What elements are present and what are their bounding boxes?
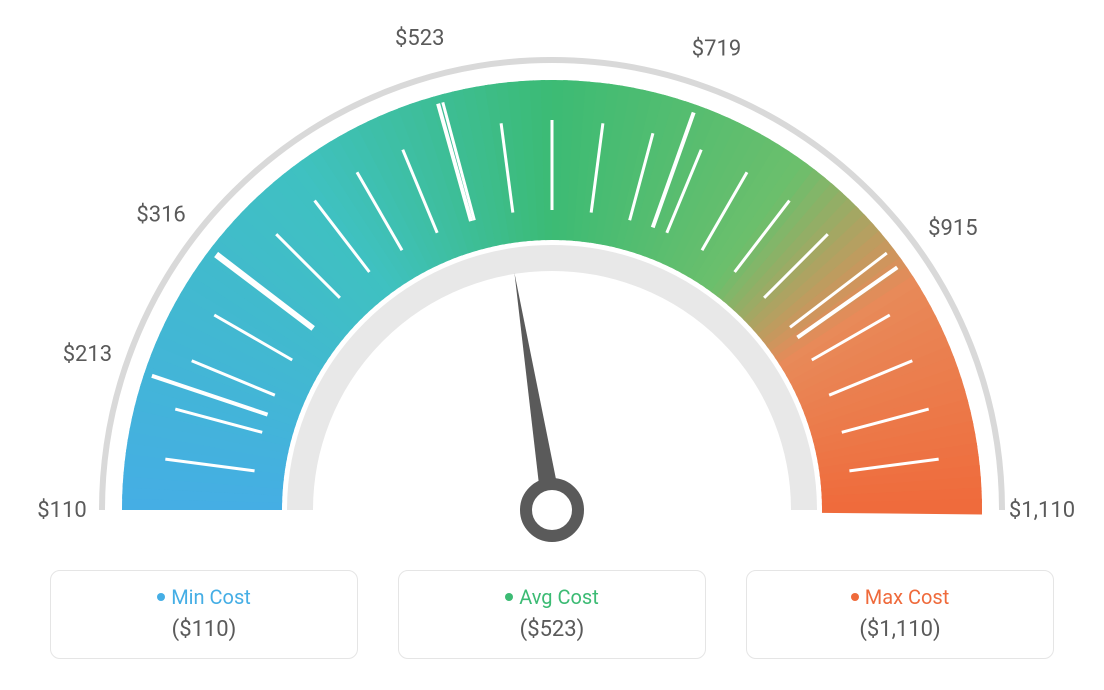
legend-title-max: Max Cost — [757, 585, 1043, 609]
scale-label: $915 — [928, 216, 977, 241]
gauge-chart: $110 $213 $316 $523 $719 $915 $1,110 — [0, 0, 1104, 560]
scale-label: $110 — [37, 498, 86, 523]
legend-dot-max — [851, 593, 859, 601]
legend-dot-min — [157, 593, 165, 601]
legend-value-avg: ($523) — [409, 617, 695, 642]
legend-card-min: Min Cost ($110) — [50, 570, 358, 659]
scale-label: $523 — [395, 26, 444, 51]
legend-label-max: Max Cost — [865, 585, 950, 609]
legend-card-avg: Avg Cost ($523) — [398, 570, 706, 659]
gauge-svg: $110 $213 $316 $523 $719 $915 $1,110 — [0, 0, 1104, 560]
legend-value-min: ($110) — [61, 617, 347, 642]
legend-row: Min Cost ($110) Avg Cost ($523) Max Cost… — [0, 560, 1104, 659]
legend-value-max: ($1,110) — [757, 617, 1043, 642]
scale-label: $719 — [692, 36, 741, 61]
legend-label-min: Min Cost — [171, 585, 251, 609]
legend-card-max: Max Cost ($1,110) — [746, 570, 1054, 659]
legend-dot-avg — [505, 593, 513, 601]
legend-title-min: Min Cost — [61, 585, 347, 609]
scale-label: $1,110 — [1009, 498, 1075, 523]
scale-label: $316 — [136, 203, 185, 228]
legend-label-avg: Avg Cost — [519, 585, 599, 609]
scale-label: $213 — [63, 342, 112, 367]
legend-title-avg: Avg Cost — [409, 585, 695, 609]
